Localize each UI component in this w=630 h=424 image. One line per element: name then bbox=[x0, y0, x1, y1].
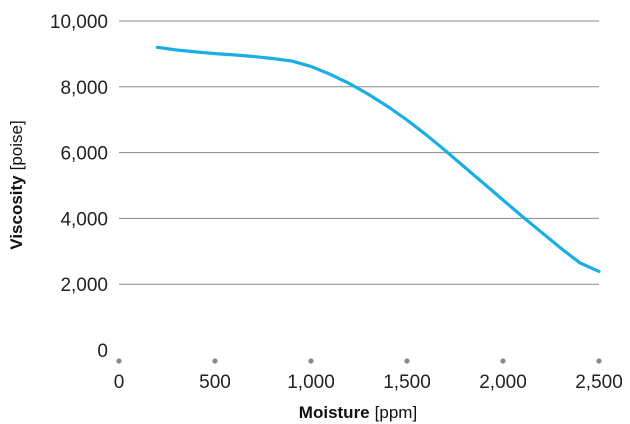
y-tick-label: 4,000 bbox=[60, 209, 108, 230]
x-tick-mark bbox=[596, 358, 602, 364]
y-axis-unit: poise bbox=[7, 125, 26, 166]
y-tick-label: 10,000 bbox=[50, 12, 108, 33]
x-tick-mark bbox=[116, 358, 122, 364]
y-tick-label: 2,000 bbox=[60, 275, 108, 296]
grid-lines bbox=[119, 20, 599, 285]
x-tick-labels: 0 500 1,000 1,500 2,000 2,500 bbox=[114, 358, 623, 393]
y-tick-label: 0 bbox=[97, 341, 108, 362]
x-tick-label: 2,000 bbox=[479, 372, 527, 393]
x-axis-title: Moisture [ppm] bbox=[299, 403, 417, 422]
x-tick-label: 0 bbox=[114, 372, 125, 393]
series-lines bbox=[155, 45, 601, 273]
x-tick-label: 2,500 bbox=[575, 372, 623, 393]
x-tick-mark bbox=[404, 358, 410, 364]
x-tick-label: 1,000 bbox=[287, 372, 335, 393]
y-axis-label: Viscosity bbox=[7, 175, 26, 250]
y-tick-label: 8,000 bbox=[60, 78, 108, 99]
y-tick-labels: 0 2,000 4,000 6,000 8,000 10,000 bbox=[50, 12, 108, 362]
x-axis-unit: ppm bbox=[379, 403, 412, 422]
x-axis-label: Moisture bbox=[299, 403, 370, 422]
y-tick-label: 6,000 bbox=[60, 144, 108, 165]
x-tick-mark bbox=[308, 358, 314, 364]
x-tick-mark bbox=[212, 358, 218, 364]
x-tick-label: 500 bbox=[199, 372, 231, 393]
x-tick-mark bbox=[500, 358, 506, 364]
y-axis-title: Viscosity[poise] bbox=[7, 120, 26, 249]
series-line bbox=[155, 45, 601, 273]
x-tick-label: 1,500 bbox=[383, 372, 431, 393]
